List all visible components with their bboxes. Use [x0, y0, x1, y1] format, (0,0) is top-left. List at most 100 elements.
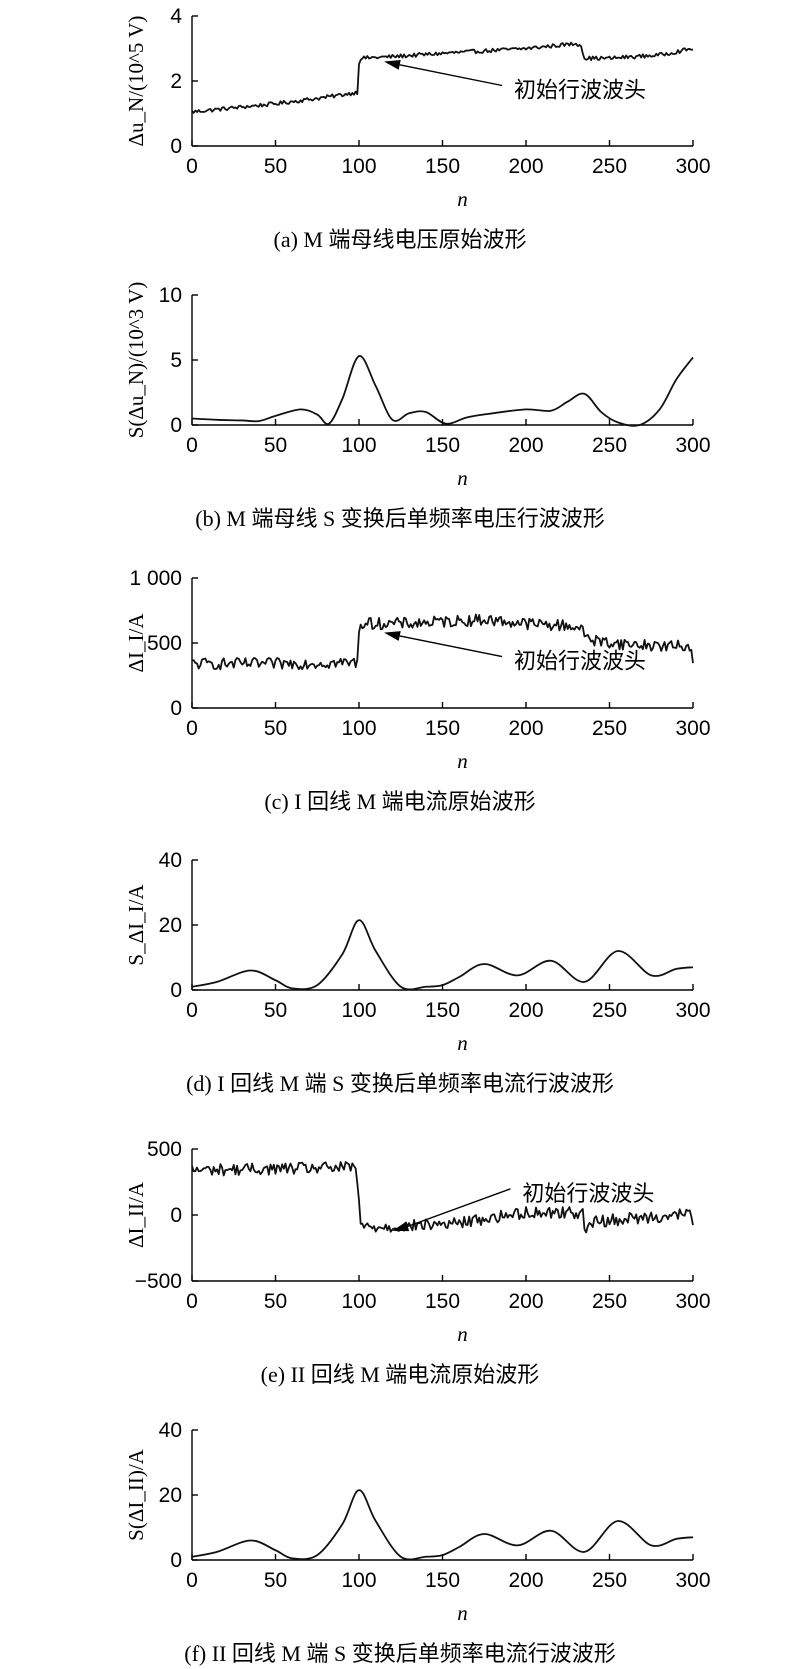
x-tick-label: 200 — [508, 1569, 543, 1592]
x-tick-label: 100 — [341, 999, 376, 1022]
x-tick-label: 50 — [264, 999, 287, 1022]
x-tick-label: 250 — [592, 1569, 627, 1592]
y-tick-label: 0 — [170, 1549, 182, 1572]
y-tick-label: 20 — [159, 914, 182, 937]
x-tick-label: 0 — [186, 717, 198, 740]
chart-d: 0 50 100 150 200 250 300 0 20 40 n S_ΔI_I/A (d) I 回线… — [124, 849, 711, 1096]
y-tick-label: 0 — [170, 979, 182, 1002]
y-tick-label: 5 — [170, 349, 182, 372]
x-tick-label: 200 — [508, 155, 543, 178]
x-tick-label: 200 — [508, 717, 543, 740]
x-tick-label: 0 — [186, 155, 198, 178]
chart-caption: (c) I 回线 M 端电流原始波形 — [264, 789, 535, 814]
x-tick-label: 0 — [186, 1569, 198, 1592]
y-tick-label: 20 — [159, 1484, 182, 1507]
x-tick-label: 100 — [341, 1569, 376, 1592]
chart-caption: (d) I 回线 M 端 S 变换后单频率电流行波波形 — [186, 1071, 614, 1096]
series-line — [191, 1161, 694, 1234]
x-tick-label: 100 — [341, 717, 376, 740]
x-tick-label: 0 — [186, 999, 198, 1022]
x-tick-label: 100 — [341, 155, 376, 178]
y-tick-label: 1 000 — [129, 567, 182, 590]
x-tick-label: 250 — [592, 717, 627, 740]
x-tick-label: 200 — [508, 434, 543, 457]
x-tick-label: 250 — [592, 999, 627, 1022]
y-axis-label: S(ΔI_II)/A — [124, 1448, 148, 1540]
x-tick-label: 250 — [592, 1290, 627, 1313]
x-axis-label: n — [457, 1601, 468, 1625]
x-tick-label: 150 — [425, 999, 460, 1022]
series-line — [191, 41, 694, 114]
x-axis-label: n — [457, 187, 468, 211]
x-tick-label: 300 — [675, 717, 710, 740]
y-tick-label: 4 — [170, 5, 182, 28]
x-tick-label: 100 — [341, 1290, 376, 1313]
series-line — [191, 355, 694, 427]
annotation-label: 初始行波波头 — [514, 79, 646, 104]
x-tick-label: 50 — [264, 717, 287, 740]
x-tick-label: 50 — [264, 434, 287, 457]
y-tick-label: 2 — [170, 70, 182, 93]
y-axis-label: S_ΔI_I/A — [124, 884, 148, 966]
x-tick-label: 150 — [425, 1569, 460, 1592]
annotation-arrow-line — [399, 64, 503, 87]
y-tick-label: 40 — [159, 849, 182, 872]
chart-a: 0 50 100 150 200 250 300 0 2 4 n Δu_N/(10^5 V) (a) M… — [124, 5, 711, 252]
x-axis-label: n — [457, 466, 468, 490]
series-line — [191, 919, 694, 991]
annotation-label: 初始行波波头 — [514, 650, 646, 675]
y-tick-label: 500 — [147, 632, 182, 655]
annotation-label: 初始行波波头 — [522, 1182, 654, 1207]
chart-caption: (e) II 回线 M 端电流原始波形 — [261, 1362, 540, 1387]
x-axis-label: n — [457, 1322, 468, 1346]
annotation-arrow-head — [384, 631, 401, 641]
x-tick-label: 300 — [675, 999, 710, 1022]
x-tick-label: 250 — [592, 434, 627, 457]
chart-b: 0 50 100 150 200 250 300 0 5 10 n S(Δu_N)/(10^3 V) (… — [124, 282, 711, 531]
y-tick-label: 40 — [159, 1419, 182, 1442]
chart-caption: (a) M 端母线电压原始波形 — [274, 227, 527, 252]
chart-caption: (f) II 回线 M 端 S 变换后单频率电流行波波形 — [184, 1641, 615, 1666]
chart-f: 0 50 100 150 200 250 300 0 20 40 n S(ΔI_II)/A (f) II… — [124, 1419, 711, 1666]
chart-c: 0 50 100 150 200 250 300 0 500 1 000 n ΔI_I/A (c) I … — [124, 567, 711, 814]
annotation-arrow-head — [384, 59, 401, 70]
y-tick-label: 0 — [170, 697, 182, 720]
x-tick-label: 200 — [508, 999, 543, 1022]
x-tick-label: 50 — [264, 155, 287, 178]
x-tick-label: 150 — [425, 155, 460, 178]
series-line — [191, 1489, 694, 1561]
x-tick-label: 150 — [425, 1290, 460, 1313]
x-axis-label: n — [457, 1031, 468, 1055]
x-tick-label: 0 — [186, 1290, 198, 1313]
y-axis-label: Δu_N/(10^5 V) — [124, 16, 148, 147]
y-tick-label: 0 — [170, 135, 182, 158]
x-tick-label: 250 — [592, 155, 627, 178]
y-tick-label: 10 — [159, 284, 182, 307]
annotation-arrow-line — [407, 1188, 511, 1228]
annotation-arrow-head — [392, 1221, 410, 1232]
x-axis-label: n — [457, 749, 468, 773]
y-axis-label: ΔI_II/A — [124, 1181, 148, 1248]
chart-caption: (b) M 端母线 S 变换后单频率电压行波波形 — [195, 506, 604, 531]
y-axis-label: ΔI_I/A — [124, 613, 148, 673]
x-tick-label: 100 — [341, 434, 376, 457]
y-axis-label: S(Δu_N)/(10^3 V) — [124, 282, 148, 439]
x-tick-label: 300 — [675, 434, 710, 457]
y-tick-label: 0 — [170, 414, 182, 437]
x-tick-label: 300 — [675, 155, 710, 178]
y-tick-label: −500 — [135, 1270, 182, 1293]
annotation-arrow-line — [399, 635, 503, 658]
x-tick-label: 300 — [675, 1290, 710, 1313]
x-tick-label: 150 — [425, 717, 460, 740]
x-tick-label: 50 — [264, 1569, 287, 1592]
x-tick-label: 200 — [508, 1290, 543, 1313]
y-tick-label: 0 — [170, 1204, 182, 1227]
x-tick-label: 300 — [675, 1569, 710, 1592]
series-line — [191, 613, 694, 671]
y-tick-label: 500 — [147, 1138, 182, 1161]
x-tick-label: 150 — [425, 434, 460, 457]
x-tick-label: 0 — [186, 434, 198, 457]
x-tick-label: 50 — [264, 1290, 287, 1313]
